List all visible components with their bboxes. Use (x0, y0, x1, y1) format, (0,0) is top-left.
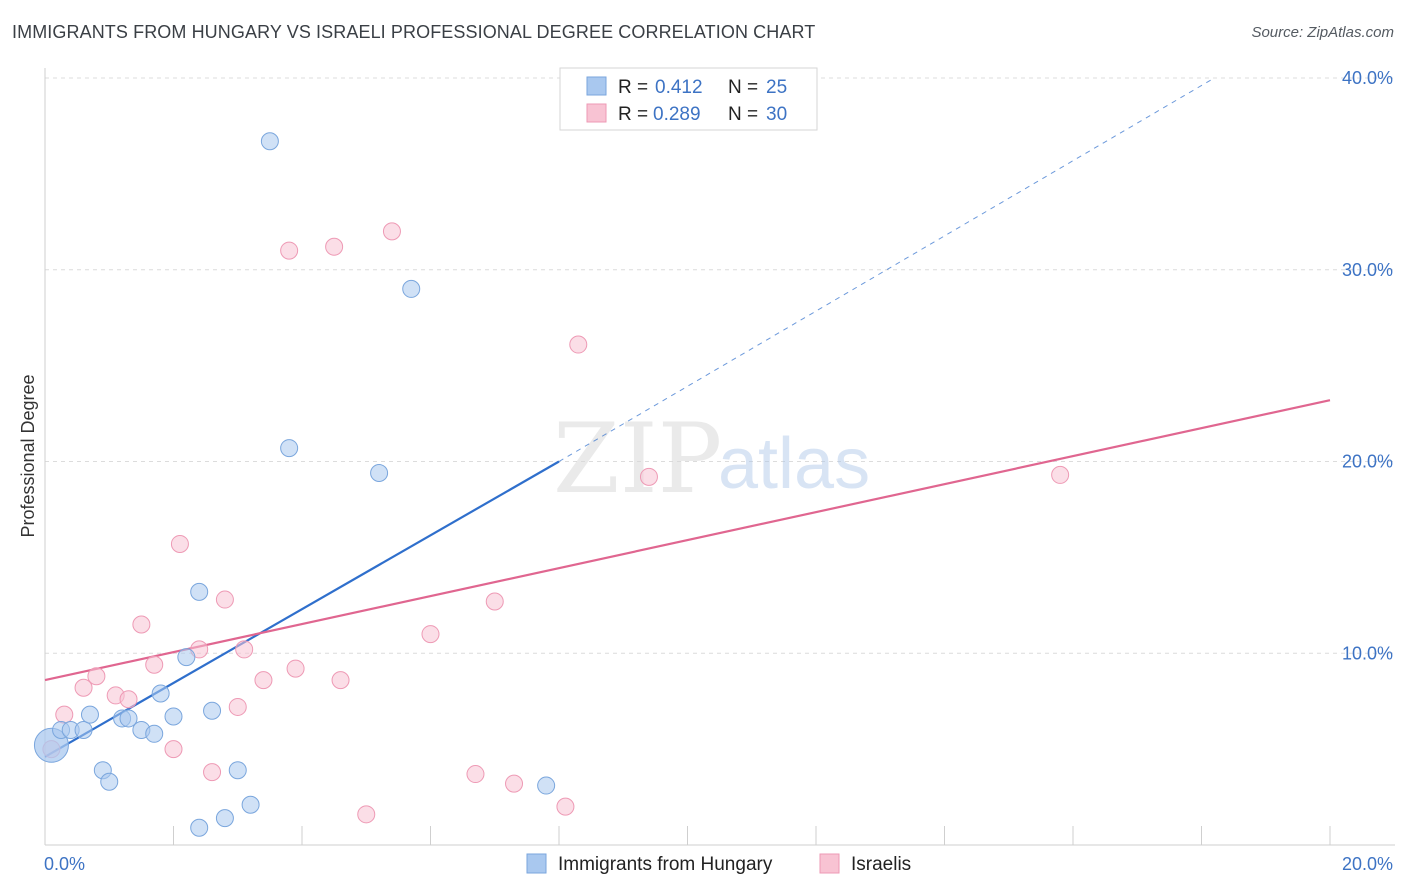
point-israelis-12 (215, 590, 234, 609)
axes (44, 68, 1395, 846)
point-hungary-16 (215, 809, 234, 828)
y-tick-label-30: 30.0% (1342, 260, 1393, 280)
point-hungary-10 (145, 724, 164, 743)
y-tick-label-20: 20.0% (1342, 452, 1393, 472)
point-israelis-21 (382, 222, 401, 241)
point-israelis-23 (466, 765, 485, 784)
point-israelis-13 (228, 697, 247, 716)
watermark: ZIP atlas (553, 403, 870, 515)
point-israelis-16 (280, 241, 299, 260)
point-israelis-11 (203, 763, 222, 782)
point-hungary-17 (228, 761, 247, 780)
point-israelis-3 (87, 667, 106, 686)
point-israelis-26 (556, 797, 575, 816)
point-hungary-6 (100, 772, 119, 791)
point-israelis-15 (254, 671, 273, 690)
tick-labels: 10.0% 20.0% 30.0% 40.0% 0.0% 20.0% (44, 68, 1393, 874)
point-israelis-20 (357, 805, 376, 824)
y-tick-label-40: 40.0% (1342, 68, 1393, 88)
y-tick-label-10: 10.0% (1342, 643, 1393, 663)
legend-r-value-israelis: 0.289 (653, 104, 701, 125)
bottom-legend: Immigrants from Hungary Israelis (526, 853, 911, 875)
point-israelis-7 (145, 655, 164, 674)
point-israelis-18 (325, 237, 344, 256)
point-israelis-27 (569, 335, 588, 354)
point-hungary-20 (280, 439, 299, 458)
point-israelis-1 (55, 705, 74, 724)
point-israelis-2 (74, 678, 93, 697)
point-hungary-4 (80, 705, 99, 724)
point-israelis-19 (331, 671, 350, 690)
watermark-zip: ZIP (553, 403, 722, 515)
point-israelis-24 (485, 592, 504, 611)
legend-swatch-hungary (586, 76, 607, 96)
legend-n-label-israelis: N = (728, 104, 758, 125)
point-hungary-11 (151, 684, 170, 703)
point-israelis-22 (421, 625, 440, 644)
point-israelis-8 (164, 740, 183, 759)
bottom-legend-label-hungary: Immigrants from Hungary (558, 854, 773, 875)
point-hungary-13 (177, 648, 196, 667)
point-israelis-6 (132, 615, 151, 634)
legend-n-value-israelis: 30 (766, 104, 787, 125)
point-hungary-3 (74, 720, 93, 739)
point-israelis-14 (235, 640, 254, 659)
legend-r-value-hungary: 0.412 (655, 77, 703, 98)
legend-r-label-hungary: R = (618, 77, 648, 98)
point-hungary-14 (190, 582, 209, 601)
point-hungary-23 (537, 776, 556, 795)
point-hungary-22 (402, 279, 421, 298)
bottom-legend-swatch-hungary (526, 853, 547, 874)
point-hungary-21 (370, 464, 389, 483)
point-hungary-8 (119, 709, 138, 728)
bottom-legend-swatch-israelis (819, 853, 840, 874)
point-hungary-19 (260, 132, 279, 151)
point-hungary-12 (164, 707, 183, 726)
point-israelis-17 (286, 659, 305, 678)
point-hungary-24 (190, 818, 209, 837)
watermark-atlas: atlas (718, 424, 870, 504)
trend-line-israelis (44, 399, 1331, 682)
source-credit: Source: ZipAtlas.com (1251, 24, 1394, 41)
x-tick-label-0: 0.0% (44, 854, 85, 874)
chart-title: IMMIGRANTS FROM HUNGARY VS ISRAELI PROFE… (12, 22, 816, 42)
point-israelis-25 (505, 774, 524, 793)
point-israelis-29 (1051, 465, 1070, 484)
legend-n-value-hungary: 25 (766, 77, 787, 98)
point-israelis-9 (170, 534, 189, 553)
legend-swatch-israelis (586, 103, 607, 123)
x-tick-label-20: 20.0% (1342, 854, 1393, 874)
legend: R = 0.412 N = 25 R = 0.289 N = 30 (559, 67, 818, 131)
point-hungary-15 (203, 701, 222, 720)
point-israelis-28 (639, 467, 658, 486)
grid-lines (45, 77, 1395, 654)
trend-line-extension-hungary (558, 77, 1215, 462)
y-axis-label: Professional Degree (18, 374, 38, 537)
data-points (33, 132, 1070, 837)
legend-r-label-israelis: R = (618, 104, 648, 125)
legend-n-label-hungary: N = (728, 77, 758, 98)
point-israelis-5 (119, 690, 138, 709)
bottom-legend-label-israelis: Israelis (851, 854, 911, 875)
point-hungary-18 (241, 795, 260, 814)
